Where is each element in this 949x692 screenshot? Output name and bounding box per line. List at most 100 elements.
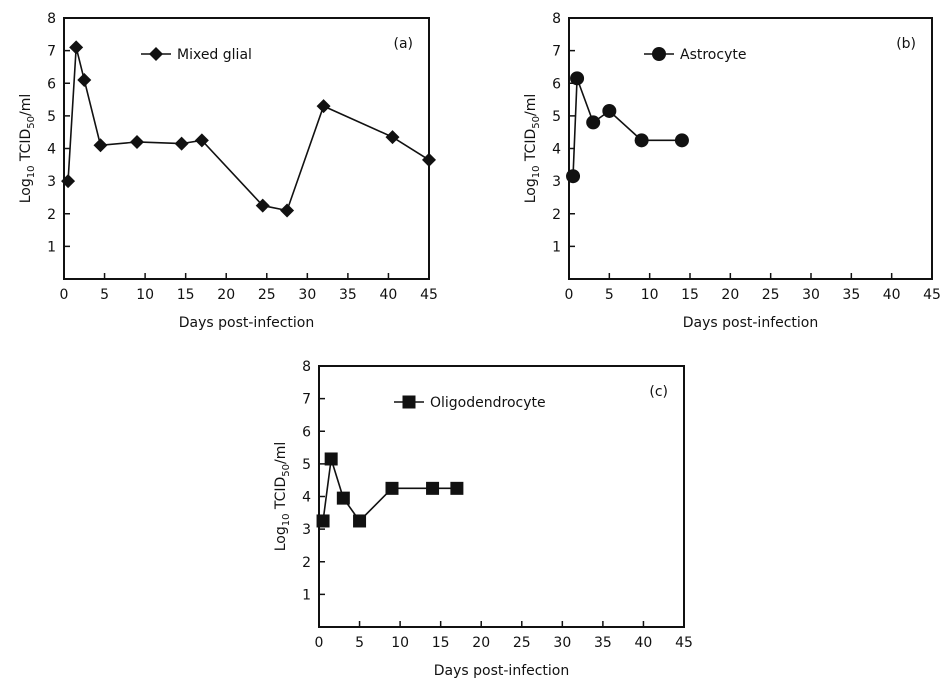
- y-tick-label: 1: [47, 239, 56, 255]
- data-point: [586, 115, 601, 130]
- x-tick-label: 10: [391, 635, 409, 651]
- plot-frame: [568, 17, 933, 280]
- data-point: [93, 138, 108, 153]
- y-tick-label: 3: [47, 174, 56, 190]
- y-axis-title-base: Log: [273, 526, 289, 551]
- x-tick-label: 25: [762, 287, 780, 303]
- x-axis-title: Days post-infection: [434, 663, 570, 679]
- data-point: [77, 72, 92, 87]
- y-axis-title-base: Log: [18, 178, 34, 203]
- data-point: [61, 174, 76, 189]
- x-axis-title: Days post-infection: [179, 315, 315, 331]
- data-point: [280, 203, 295, 218]
- data-point: [316, 514, 330, 528]
- data-point: [450, 481, 464, 495]
- y-tick-label: 6: [302, 424, 311, 440]
- x-tick-label: 30: [298, 287, 316, 303]
- data-point: [316, 99, 331, 114]
- y-axis-title-unit: /ml: [273, 442, 289, 464]
- data-point: [422, 152, 436, 167]
- y-axis-title-quantity: TCID: [18, 129, 34, 166]
- y-tick-label: 3: [302, 522, 311, 538]
- y-tick-label: 7: [302, 392, 311, 408]
- y-tick-label: 5: [302, 457, 311, 473]
- y-axis-title: Log10 TCID50/ml: [523, 94, 542, 204]
- data-point: [336, 491, 350, 505]
- y-tick-label: 4: [302, 490, 311, 506]
- x-tick-label: 25: [258, 287, 276, 303]
- panel-label: (c): [649, 384, 668, 400]
- y-tick-label: 4: [47, 142, 56, 158]
- x-tick-label: 35: [594, 635, 612, 651]
- y-tick-label: 8: [552, 11, 561, 27]
- x-tick-label: 35: [339, 287, 357, 303]
- y-axis-title-base-sub: 10: [531, 166, 542, 179]
- y-axis-title-unit: /ml: [18, 94, 34, 116]
- y-tick-label: 2: [552, 207, 561, 223]
- x-tick-label: 25: [513, 635, 531, 651]
- data-point: [602, 103, 617, 118]
- y-axis-title-quantity: TCID: [273, 477, 289, 514]
- x-tick-label: 5: [355, 635, 364, 651]
- legend-label: Mixed glial: [177, 47, 252, 63]
- series-line: [67, 47, 430, 212]
- legend-marker: [652, 47, 666, 61]
- y-tick-label: 6: [47, 76, 56, 92]
- x-tick-label: 20: [721, 287, 739, 303]
- x-tick-label: 10: [641, 287, 659, 303]
- y-tick-label: 2: [47, 207, 56, 223]
- y-axis-title-unit: /ml: [523, 94, 539, 116]
- y-tick-label: 1: [552, 239, 561, 255]
- x-tick-label: 0: [315, 635, 324, 651]
- x-tick-label: 0: [565, 287, 574, 303]
- x-tick-label: 30: [553, 635, 571, 651]
- x-tick-label: 45: [420, 287, 438, 303]
- y-axis-title-base-sub: 10: [281, 514, 292, 527]
- data-point: [385, 481, 399, 495]
- data-point: [353, 514, 367, 528]
- data-point: [674, 133, 689, 148]
- data-point: [194, 133, 209, 148]
- y-tick-label: 4: [552, 142, 561, 158]
- x-axis-title: Days post-infection: [683, 315, 819, 331]
- x-tick-label: 10: [136, 287, 154, 303]
- y-tick-label: 8: [47, 11, 56, 27]
- x-tick-label: 40: [380, 287, 398, 303]
- x-tick-label: 5: [605, 287, 614, 303]
- x-tick-label: 20: [217, 287, 235, 303]
- x-tick-label: 40: [883, 287, 901, 303]
- y-axis-title-quantity: TCID: [523, 129, 539, 166]
- y-axis-title-base-sub: 10: [26, 166, 37, 179]
- y-axis-title: Log10 TCID50/ml: [18, 94, 37, 204]
- data-point: [634, 133, 649, 148]
- data-point: [385, 130, 400, 145]
- data-point: [255, 198, 270, 213]
- legend-label: Oligodendrocyte: [430, 395, 546, 411]
- legend-marker: [402, 395, 416, 409]
- x-tick-label: 5: [100, 287, 109, 303]
- y-axis-title-quantity-sub: 50: [26, 116, 37, 129]
- data-point: [426, 481, 440, 495]
- y-tick-label: 2: [302, 555, 311, 571]
- data-point: [324, 452, 338, 466]
- x-tick-label: 35: [842, 287, 860, 303]
- data-point: [570, 71, 585, 86]
- panel-label: (b): [896, 36, 916, 52]
- y-axis-title: Log10 TCID50/ml: [273, 442, 292, 552]
- y-tick-label: 5: [47, 109, 56, 125]
- data-point: [69, 40, 84, 55]
- x-tick-label: 15: [681, 287, 699, 303]
- x-tick-label: 15: [177, 287, 195, 303]
- data-point: [130, 134, 144, 149]
- y-axis-title-quantity-sub: 50: [531, 116, 542, 129]
- data-point: [174, 136, 189, 151]
- x-tick-label: 15: [432, 635, 450, 651]
- y-tick-label: 1: [302, 587, 311, 603]
- y-tick-label: 3: [552, 174, 561, 190]
- x-tick-label: 45: [675, 635, 693, 651]
- x-tick-label: 45: [923, 287, 941, 303]
